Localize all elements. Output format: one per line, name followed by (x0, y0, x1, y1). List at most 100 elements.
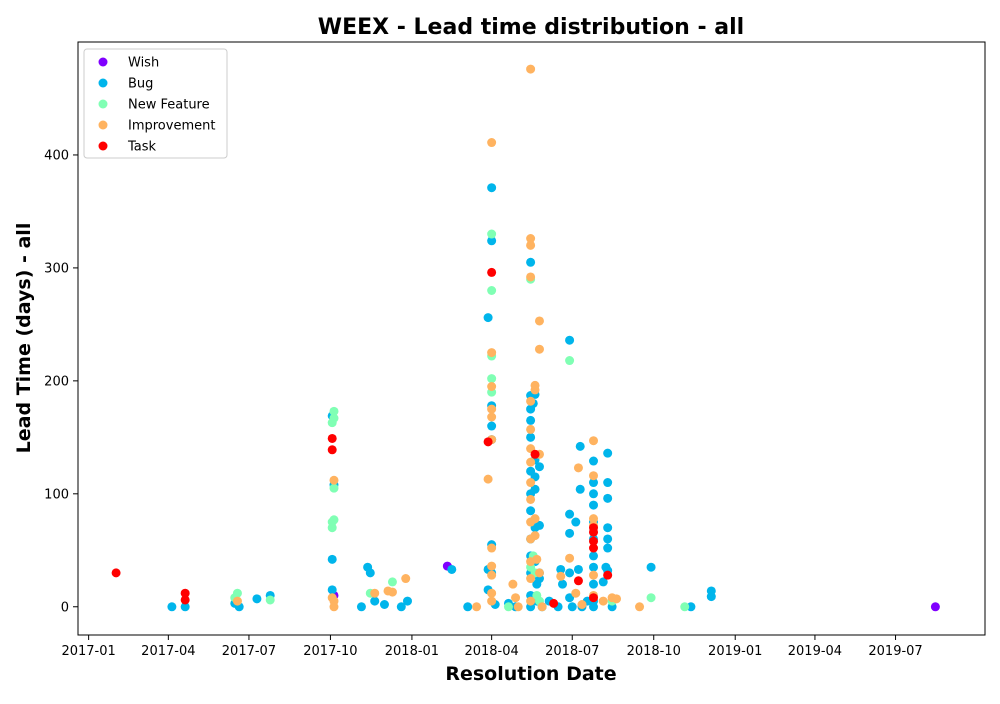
data-point (526, 457, 536, 467)
x-tick-label: 2019-04 (788, 644, 842, 659)
data-point (530, 531, 540, 541)
data-point (327, 554, 337, 564)
data-point (483, 437, 493, 447)
data-point (565, 593, 575, 603)
data-point (327, 523, 337, 533)
data-point (589, 536, 599, 546)
data-point (603, 534, 613, 544)
data-point (526, 396, 536, 406)
data-point (532, 554, 542, 564)
data-point (565, 568, 575, 578)
data-point (556, 564, 566, 574)
data-point (487, 382, 497, 392)
data-point (646, 562, 656, 572)
data-point (603, 543, 613, 553)
legend: Wish Bug New Feature Improvement Task (83, 48, 228, 159)
data-point (565, 335, 575, 345)
data-point (487, 596, 497, 606)
data-point (526, 506, 536, 516)
data-point (329, 406, 339, 416)
data-point (487, 588, 497, 598)
data-point (327, 585, 337, 595)
data-point (487, 404, 497, 414)
data-point (526, 596, 536, 606)
data-point (526, 478, 536, 488)
y-tick-label: 400 (44, 148, 69, 163)
data-point (487, 412, 497, 422)
data-point (483, 474, 493, 484)
data-point (487, 543, 497, 553)
data-point (329, 602, 339, 612)
x-tick-label: 2017-10 (303, 644, 357, 659)
data-point (180, 602, 190, 612)
data-point (402, 596, 412, 606)
data-point (573, 576, 583, 586)
data-point (327, 445, 337, 455)
data-point (487, 236, 497, 246)
data-point (232, 588, 242, 598)
data-point (573, 463, 583, 473)
data-point (530, 449, 540, 459)
data-point (526, 432, 536, 442)
data-point (598, 596, 608, 606)
x-axis-label: Resolution Date (445, 663, 616, 685)
legend-marker (98, 78, 108, 88)
data-point (526, 240, 536, 250)
data-point (603, 478, 613, 488)
data-point (180, 595, 190, 605)
x-tick-label: 2018-10 (627, 644, 681, 659)
data-point (487, 421, 497, 431)
data-point (589, 602, 599, 612)
data-point (556, 571, 566, 581)
data-point (487, 570, 497, 580)
data-point (526, 272, 536, 282)
data-point (589, 570, 599, 580)
legend-label: Improvement (128, 119, 215, 134)
data-point (612, 594, 622, 604)
data-point (526, 574, 536, 584)
x-tick-label: 2019-01 (708, 644, 762, 659)
data-point (589, 489, 599, 499)
data-point (646, 593, 656, 603)
data-point (180, 588, 190, 598)
data-point (589, 471, 599, 481)
data-point (327, 433, 337, 443)
series-improvement (232, 64, 645, 612)
data-point (329, 413, 339, 423)
data-point (635, 602, 645, 612)
legend-label: Wish (128, 56, 159, 71)
data-point (379, 600, 389, 610)
data-point (565, 528, 575, 538)
data-point (483, 313, 493, 323)
legend-marker (98, 99, 108, 109)
y-tick-label: 300 (44, 261, 69, 276)
data-point (534, 568, 544, 578)
data-point (686, 602, 696, 612)
data-point (575, 441, 585, 451)
legend-items: Wish Bug New Feature Improvement Task (98, 56, 215, 155)
data-point (472, 602, 482, 612)
data-point (534, 462, 544, 472)
series-new-feature (230, 229, 690, 612)
data-point (526, 415, 536, 425)
legend-marker (98, 141, 108, 151)
legend-label: Task (127, 140, 157, 155)
data-point (567, 602, 577, 612)
data-point (571, 517, 581, 527)
y-tick-label: 200 (44, 374, 69, 389)
data-point (508, 579, 518, 589)
data-point (487, 183, 497, 193)
x-axis: 2017-01 2017-04 2017-07 2017-10 2018-01 2018-… (61, 635, 923, 659)
data-point (487, 348, 497, 358)
data-point (526, 64, 536, 74)
data-point (706, 592, 716, 602)
data-point (530, 385, 540, 395)
x-tick-label: 2017-07 (222, 644, 276, 659)
data-point (577, 600, 587, 610)
data-point (387, 587, 397, 597)
data-point (232, 596, 242, 606)
data-point (598, 577, 608, 587)
data-point (503, 602, 513, 612)
data-point (463, 602, 473, 612)
